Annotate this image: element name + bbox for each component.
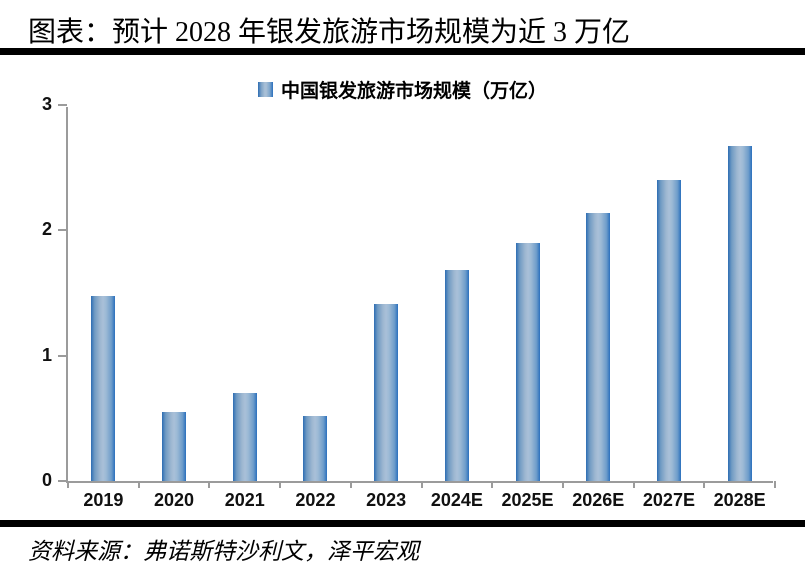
bar-2025E [515,242,540,481]
bar-2024E [444,270,469,481]
x-axis-tick [561,481,564,488]
x-axis-label-2023: 2023 [366,490,407,510]
x-axis-tick [208,481,211,488]
y-axis-tick-label: 3 [41,94,52,114]
x-axis-label-2027E: 2027E [642,490,695,510]
x-axis-tick [279,481,282,488]
bar-2028E [727,146,752,481]
legend-series-swatch-icon [257,82,273,97]
page-title: 图表：预计 2028 年银发旅游市场规模为近 3 万亿 [28,17,631,48]
plot-area: 0 1 2 3 2019 2020 2021 2022 2023 2024E 2025E 2026E 2… [42,94,776,510]
chart-legend: 中国银发旅游市场规模（万亿） [0,76,805,103]
x-axis-tick [420,481,423,488]
x-axis-label-2020: 2020 [154,490,195,510]
x-axis-tick [491,481,494,488]
y-axis-tick-label: 1 [41,344,52,365]
x-axis-label-2025E: 2025E [501,490,554,510]
y-axis-tick-label: 0 [41,470,52,490]
bar-2020 [162,412,187,481]
bar-2027E [656,180,681,481]
x-axis-tick [349,481,352,488]
footer-divider-rule [0,520,805,527]
y-axis-tick [58,480,67,482]
y-axis-tick [58,104,67,106]
x-axis-tick [703,481,706,488]
bar-2023 [374,304,399,481]
y-axis-tick [58,354,67,357]
x-axis-label-2028E: 2028E [713,490,766,510]
bar-2019 [91,295,116,481]
x-axis-label-2019: 2019 [83,490,124,510]
x-axis-tick [774,481,776,488]
bar-2021 [232,393,257,481]
y-axis-tick-label: 2 [41,219,52,240]
x-axis-tick [67,481,69,488]
source-attribution: 资料来源：弗诺斯特沙利文，泽平宏观 [28,539,419,564]
x-axis-label-2021: 2021 [224,490,265,510]
x-axis-tick [632,481,635,488]
x-axis-label-2024E: 2024E [430,490,483,510]
bar-2022 [303,415,328,481]
x-axis-label-2022: 2022 [295,490,336,510]
title-divider-rule [0,48,805,55]
y-axis-tick [58,229,67,232]
bar-2026E [586,212,611,481]
x-axis-tick [137,481,140,488]
x-axis-label-2026E: 2026E [572,490,625,510]
legend-series-label: 中国银发旅游市场规模（万亿） [280,81,547,102]
